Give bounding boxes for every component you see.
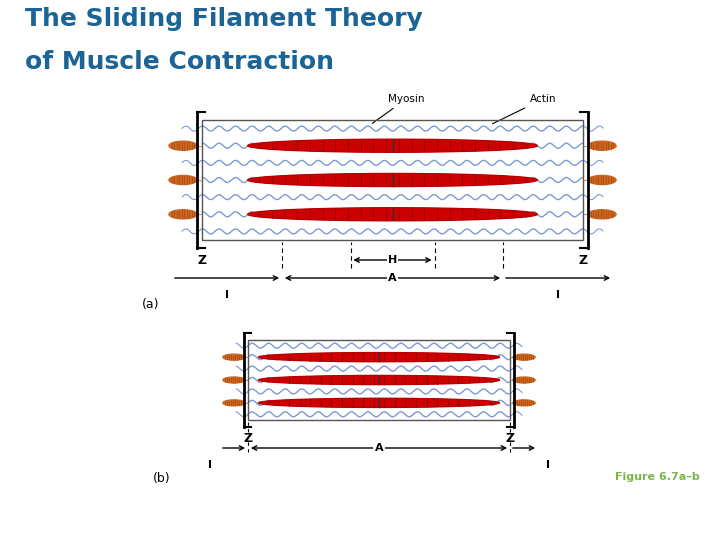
Polygon shape (513, 354, 535, 360)
Text: (b): (b) (153, 472, 171, 485)
Polygon shape (169, 141, 197, 150)
Text: Actin: Actin (492, 94, 557, 124)
Polygon shape (248, 139, 537, 152)
Text: The Sliding Filament Theory: The Sliding Filament Theory (25, 8, 423, 31)
Text: H: H (388, 255, 397, 265)
Text: Myosin: Myosin (372, 94, 425, 123)
Polygon shape (223, 354, 245, 360)
Polygon shape (513, 400, 535, 406)
Polygon shape (248, 208, 537, 221)
Text: I: I (208, 460, 212, 470)
Polygon shape (258, 353, 500, 362)
Text: Z: Z (243, 432, 253, 445)
Polygon shape (258, 399, 500, 407)
Polygon shape (223, 400, 245, 406)
Text: Z: Z (197, 254, 207, 267)
Text: I: I (546, 460, 550, 470)
Polygon shape (169, 210, 197, 219)
Text: I: I (225, 290, 229, 300)
Text: A: A (374, 443, 383, 453)
Polygon shape (223, 377, 245, 383)
Polygon shape (248, 173, 537, 186)
Polygon shape (513, 377, 535, 383)
Bar (248, 340, 510, 420)
Text: (a): (a) (142, 298, 160, 311)
Text: I: I (556, 290, 560, 300)
Polygon shape (258, 375, 500, 384)
Polygon shape (588, 176, 616, 185)
Text: Figure 6.7a–b: Figure 6.7a–b (616, 472, 700, 482)
Polygon shape (169, 176, 197, 185)
Text: Copyright © 2009 Pearson Education, Inc.,  publishing as Benjamin Cummings: Copyright © 2009 Pearson Education, Inc.… (210, 520, 510, 529)
Text: of Muscle Contraction: of Muscle Contraction (25, 51, 334, 75)
Polygon shape (588, 141, 616, 150)
Bar (202, 120, 583, 240)
Polygon shape (588, 210, 616, 219)
Text: A: A (388, 273, 397, 283)
Text: Z: Z (578, 254, 588, 267)
Text: Z: Z (505, 432, 515, 445)
